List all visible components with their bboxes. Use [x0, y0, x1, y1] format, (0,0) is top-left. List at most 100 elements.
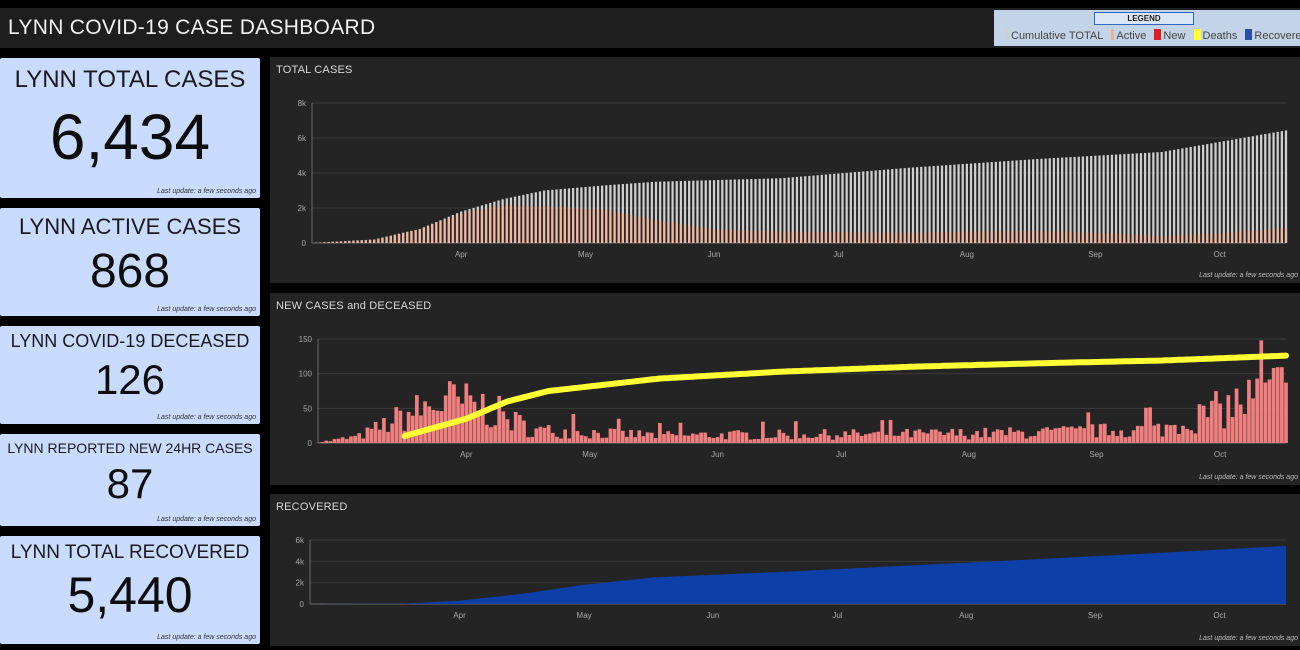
cumulative-bar — [1239, 138, 1242, 243]
cumulative-bar — [1127, 153, 1130, 243]
cumulative-bar — [1222, 141, 1225, 243]
active-bar — [1156, 235, 1159, 243]
y-tick-label: 6k — [298, 134, 307, 143]
active-bar — [393, 234, 397, 243]
active-bar — [609, 210, 612, 243]
new-case-bar — [1263, 382, 1268, 443]
new-case-bar — [353, 435, 357, 443]
active-bar — [1015, 231, 1018, 243]
new-case-bar — [703, 432, 708, 443]
legend-swatch — [1193, 29, 1201, 40]
panel-recovered: RECOVERED 0 2k 4k 6k Apr May Jun Jul Aug Sep Oct L… — [270, 494, 1300, 646]
active-bar — [621, 213, 624, 243]
cumulative-bar — [1164, 151, 1167, 243]
cumulative-bar — [1201, 144, 1205, 243]
new-case-bar — [789, 439, 794, 443]
cumulative-bar — [708, 180, 712, 243]
cumulative-bar — [1168, 150, 1172, 243]
new-case-bar — [1127, 436, 1132, 443]
x-tick-label: May — [578, 250, 593, 259]
new-case-bar — [1210, 400, 1214, 443]
active-bar — [472, 210, 475, 243]
recovered-area — [310, 546, 1286, 604]
new-case-bar — [1226, 395, 1231, 443]
cumulative-bar — [911, 167, 915, 243]
active-bar — [1185, 234, 1188, 243]
new-case-bar — [925, 433, 930, 443]
active-bar — [1135, 234, 1138, 243]
active-bar — [489, 207, 492, 243]
legend-item-recovered: Recovered — [1245, 29, 1300, 42]
new-case-bar — [707, 437, 712, 443]
active-bar — [961, 231, 964, 243]
active-bar — [1114, 233, 1118, 243]
cumulative-bar — [1280, 131, 1283, 243]
cumulative-bar — [1119, 154, 1122, 243]
new-case-bar — [513, 411, 518, 443]
new-case-bar — [1218, 403, 1222, 443]
cumulative-bar — [932, 166, 935, 243]
kpi-title: LYNN ACTIVE CASES — [18, 214, 242, 239]
x-tick-label: Aug — [959, 611, 973, 620]
active-bar — [1065, 231, 1068, 243]
active-bar — [849, 232, 852, 243]
active-bar — [339, 241, 343, 243]
new-case-bar — [1168, 425, 1173, 443]
new-case-bar — [1053, 428, 1058, 443]
kpi-value: 868 — [89, 245, 171, 298]
active-bar — [480, 209, 484, 243]
panel-update-text: Last update: a few seconds ago — [1199, 635, 1298, 642]
cumulative-bar — [1023, 159, 1027, 243]
active-bar — [986, 231, 989, 243]
active-bar — [683, 224, 687, 243]
new-case-bar — [938, 431, 942, 443]
new-case-bar — [954, 435, 959, 443]
cumulative-bar — [1152, 152, 1155, 243]
new-case-bar — [365, 427, 370, 443]
active-bar — [841, 232, 844, 243]
x-tick-label: Jul — [836, 450, 846, 459]
new-case-bar — [934, 429, 938, 443]
new-case-bar — [1049, 429, 1054, 443]
new-case-bar — [1074, 428, 1078, 443]
kpi-new-24hr: LYNN REPORTED NEW 24HR CASES 87 Last upd… — [0, 434, 260, 526]
active-bar — [870, 232, 873, 243]
cumulative-bar — [1106, 155, 1109, 243]
active-bar — [538, 206, 542, 243]
cumulative-bar — [862, 171, 865, 243]
x-tick-label: Sep — [1088, 250, 1103, 259]
new-case-bar — [534, 428, 539, 443]
cumulative-bar — [1003, 161, 1006, 243]
new-case-bar — [711, 437, 716, 443]
active-bar — [360, 240, 363, 243]
active-bar — [1073, 231, 1076, 243]
cumulative-bar — [899, 168, 902, 243]
kpi-update-text: Last update: a few seconds ago — [157, 634, 256, 641]
new-case-bar — [550, 432, 555, 443]
new-case-bar — [913, 430, 918, 443]
y-tick-label: 2k — [296, 579, 305, 588]
x-tick-label: Aug — [960, 250, 974, 259]
new-case-bar — [686, 435, 691, 443]
new-case-bar — [979, 437, 984, 443]
active-bar — [775, 231, 778, 243]
active-bar — [891, 232, 894, 243]
cumulative-bar — [1276, 131, 1279, 243]
cumulative-bar — [679, 181, 683, 243]
cumulative-bar — [799, 176, 803, 243]
cumulative-bar — [762, 178, 765, 243]
new-case-bar — [1045, 427, 1049, 443]
new-case-bar — [901, 431, 905, 443]
new-case-bar — [443, 395, 448, 443]
active-bar — [1019, 230, 1022, 243]
active-bar — [1218, 233, 1221, 243]
new-case-bar — [690, 433, 695, 443]
new-case-bar — [752, 439, 757, 443]
active-bar — [708, 228, 712, 243]
cumulative-bar — [663, 181, 666, 243]
new-case-bar — [608, 428, 613, 443]
active-bar — [397, 233, 401, 243]
cumulative-bar — [907, 167, 910, 243]
new-case-bar — [1094, 437, 1099, 443]
new-case-bar — [1238, 404, 1243, 443]
